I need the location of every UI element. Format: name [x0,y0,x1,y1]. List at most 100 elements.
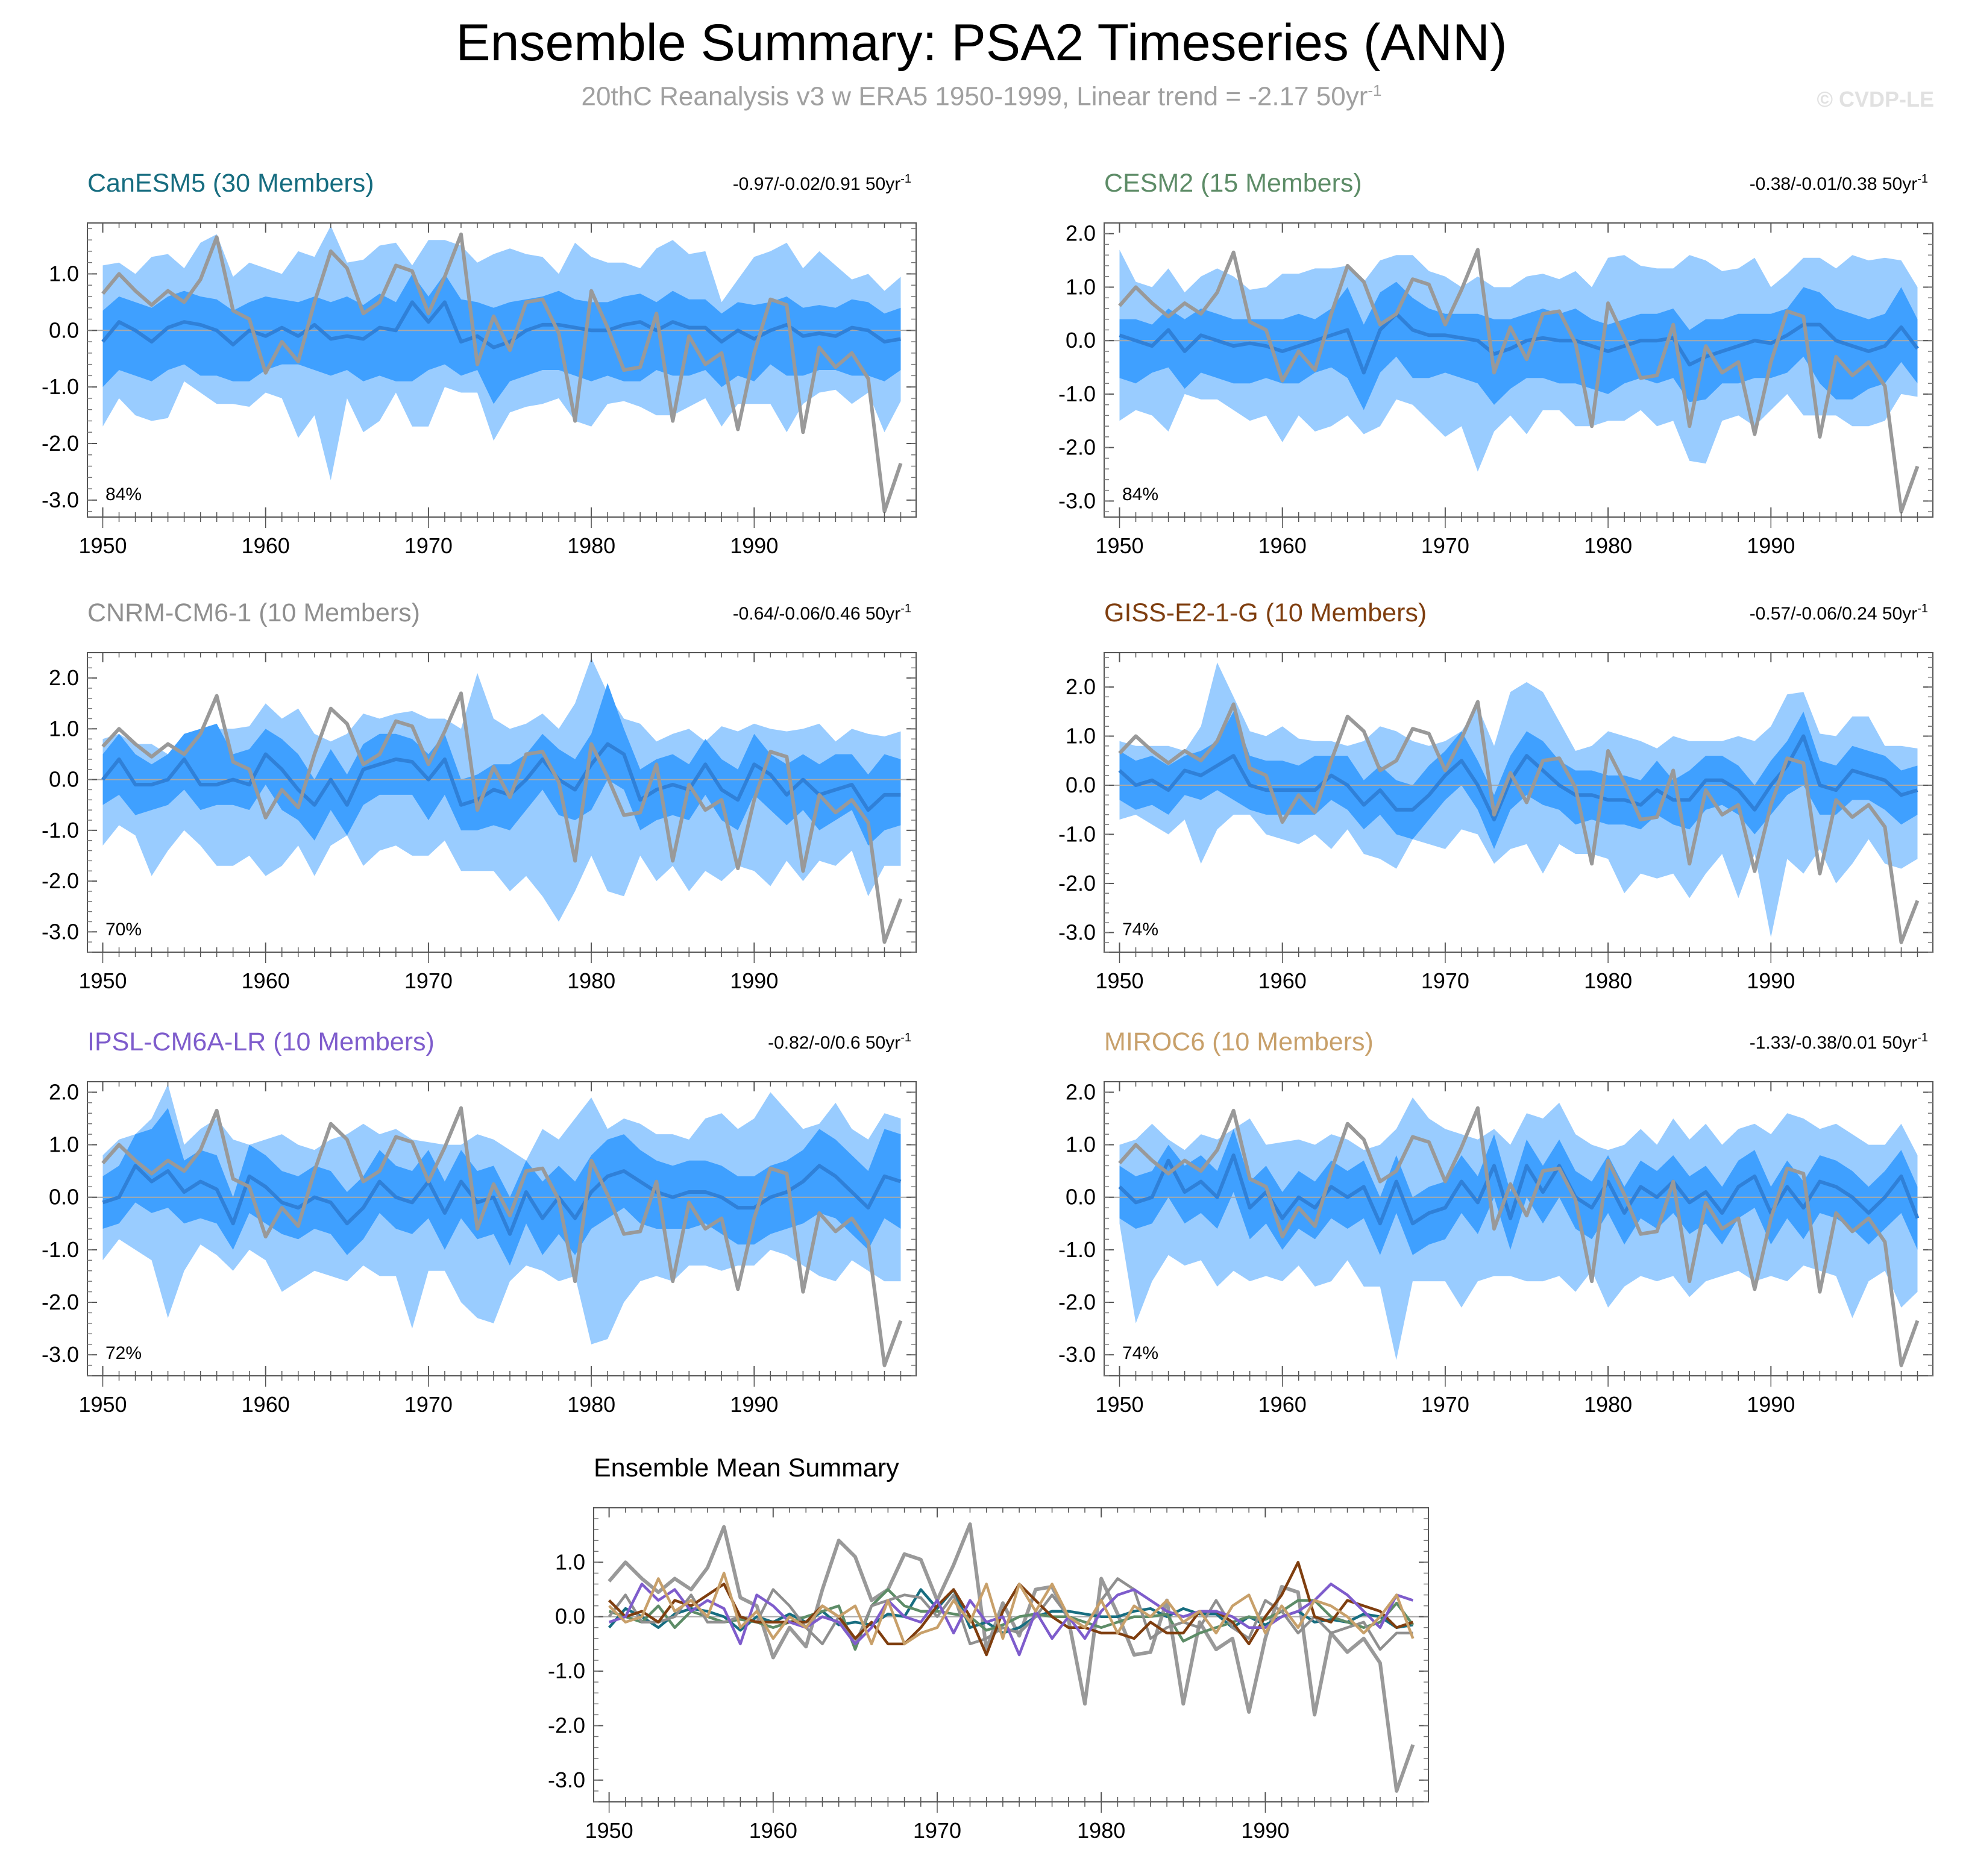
percent-label: 74% [1122,920,1158,940]
x-tick-label: 1990 [730,968,778,993]
x-tick-label: 1970 [1421,533,1469,558]
x-tick-label: 1970 [1421,968,1469,993]
x-tick-label: 1950 [585,1818,633,1843]
y-tick-label: -1.0 [1058,381,1096,406]
observed-line [101,1106,903,1367]
x-tick-label: 1990 [1747,1392,1795,1417]
y-tick-label: -1.0 [548,1658,585,1683]
y-tick-label: 0.0 [49,318,79,342]
inner-range-band [102,274,901,404]
y-tick-label: 1.0 [1066,724,1096,748]
x-tick-label: 1990 [730,1392,778,1417]
y-tick-label: 2.0 [1066,221,1096,246]
plot-frame [87,222,917,518]
y-tick-label: -2.0 [1058,871,1096,896]
panel-7: 1.0 0.0 -1.0 -2.0 -3.0 1950 1960 1970 1980 1990 En… [548,1454,1429,1843]
panel-title: CanESM5 (30 Members) [87,169,374,198]
ensemble-mean-line [1118,1153,1920,1226]
y-tick-label: -1.0 [42,1237,79,1262]
y-tick-label: 1.0 [49,716,79,741]
x-tick-label: 1950 [1095,1392,1143,1417]
y-tick-label: 0.0 [1066,328,1096,353]
x-tick-label: 1960 [1258,968,1307,993]
plot-area [87,225,916,513]
x-tick-label: 1970 [404,533,453,558]
subtitle-superscript: -1 [1368,81,1382,99]
y-tick-label: -3.0 [548,1768,585,1792]
y-tick-label: -1.0 [1058,1237,1096,1262]
x-tick-label: 1980 [1584,1392,1632,1417]
y-tick-label: -2.0 [42,1290,79,1314]
percent-label: 74% [1122,1343,1158,1363]
y-tick-label: -3.0 [42,1342,79,1367]
panel-5: 2.0 1.0 0.0 -1.0 -2.0 -3.0 1950 1960 1970 1980 199… [42,1027,917,1417]
y-tick-label: 2.0 [49,665,79,690]
observed-line [1118,1106,1920,1367]
y-tick-label: -3.0 [1058,488,1096,513]
plot-area [1104,1097,1933,1367]
x-tick-label: 1960 [1258,1392,1307,1417]
x-tick-label: 1970 [404,968,453,993]
y-tick-label: 2.0 [1066,674,1096,699]
panel-title: GISS-E2-1-G (10 Members) [1104,598,1427,627]
trend-stats: -0.64/-0.06/0.46 50yr-1 [733,602,911,624]
y-tick-label: -1.0 [42,818,79,842]
y-tick-label: 0.0 [1066,773,1096,797]
x-tick-label: 1990 [1241,1818,1289,1843]
panel-4: 2.0 1.0 0.0 -1.0 -2.0 -3.0 1950 1960 1970 1980 199… [1058,598,1933,993]
observed-line [101,691,903,944]
panel-6: 2.0 1.0 0.0 -1.0 -2.0 -3.0 1950 1960 1970 1980 199… [1058,1027,1933,1417]
observed-line [608,1522,1415,1793]
x-tick-label: 1950 [1095,533,1143,558]
observed-line [101,232,903,513]
plot-area [594,1522,1428,1793]
y-tick-label: 0.0 [555,1604,585,1629]
inner-range-band [1119,711,1918,849]
observed-line [1118,248,1920,514]
plot-area [1104,662,1933,944]
x-tick-label: 1960 [749,1818,797,1843]
trend-stats: -0.57/-0.06/0.24 50yr-1 [1750,602,1928,624]
subtitle-text: 20thC Reanalysis v3 w ERA5 1950-1999, Li… [581,81,1368,111]
x-tick-label: 1960 [242,533,290,558]
y-tick-label: 2.0 [49,1079,79,1104]
y-tick-label: -1.0 [1058,821,1096,846]
plot-frame [1104,222,1933,518]
y-tick-label: -3.0 [42,488,79,512]
panel-title: MIROC6 (10 Members) [1104,1027,1374,1056]
percent-label: 84% [1122,485,1158,504]
y-tick-label: -3.0 [42,919,79,944]
y-tick-label: 0.0 [49,1185,79,1209]
panel-title: CNRM-CM6-1 (10 Members) [87,598,420,627]
y-tick-label: -2.0 [1058,1290,1096,1314]
observed-line [1118,700,1920,944]
ensemble-mean-line [101,300,902,350]
panel-2: 2.0 1.0 0.0 -1.0 -2.0 -3.0 1950 1960 1970 1980 199… [1058,169,1933,558]
plot-frame [87,652,917,953]
ensemble-mean-line [102,1164,902,1236]
x-tick-label: 1950 [78,968,127,993]
y-tick-label: -1.0 [42,374,79,399]
x-tick-label: 1980 [1077,1818,1125,1843]
inner-range-band [102,683,901,846]
x-tick-label: 1950 [1095,968,1143,993]
y-tick-label: -2.0 [42,868,79,893]
ensemble-mean-line-5 [608,1583,1414,1657]
percent-label: 72% [105,1343,142,1363]
y-tick-label: 1.0 [1066,1132,1096,1157]
x-tick-label: 1970 [1421,1392,1469,1417]
trend-stats: -0.97/-0.02/0.91 50yr-1 [733,172,911,194]
plot-area [87,1084,916,1367]
x-tick-label: 1970 [404,1392,453,1417]
x-tick-label: 1960 [242,968,290,993]
outer-range-band [1119,1097,1918,1360]
x-tick-label: 1980 [567,968,615,993]
x-tick-label: 1950 [78,533,127,558]
y-tick-label: 2.0 [1066,1079,1096,1104]
y-tick-label: -2.0 [42,431,79,456]
x-tick-label: 1990 [1747,533,1795,558]
watermark: © CVDP-LE [1817,87,1934,111]
plot-frame [1104,652,1933,953]
ensemble-mean-line-6 [608,1572,1415,1646]
subtitle: 20thC Reanalysis v3 w ERA5 1950-1999, Li… [0,81,1963,112]
